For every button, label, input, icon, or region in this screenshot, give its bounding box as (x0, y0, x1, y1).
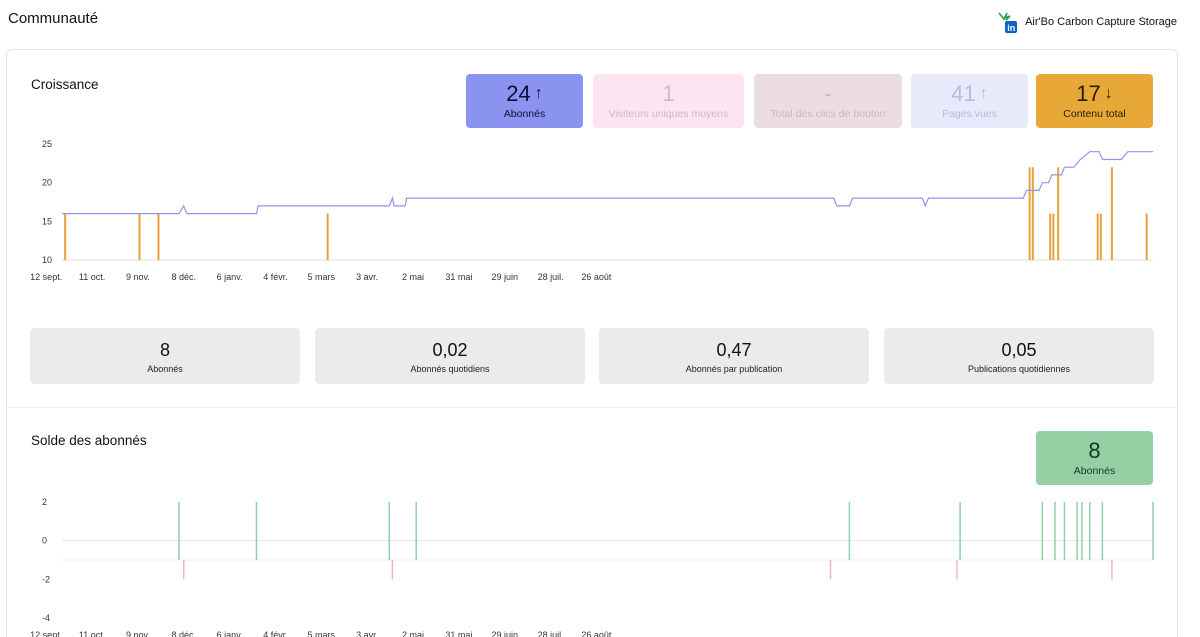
kpi-unique-visitors[interactable]: 1 Visiteurs uniques moyens (593, 74, 744, 128)
x-tick-label: 12 sept. (30, 630, 62, 637)
metric-followers: 8 Abonnés (30, 328, 300, 384)
y-tick-label: 20 (42, 178, 52, 188)
balance-chart[interactable]: 2 0 -2 -4 12 sept. 11 oct. 9 nov. 8 déc. 6 janv.… (7, 488, 1177, 637)
x-tick-label: 2 mai (402, 630, 424, 637)
arrow-up-icon: ↑ (534, 85, 543, 102)
x-tick-label: 28 juil. (538, 630, 564, 637)
y-tick-label: 15 (42, 216, 52, 226)
balance-title: Solde des abonnés (31, 433, 147, 448)
x-tick-label: 26 août (581, 272, 612, 282)
x-tick-label: 8 déc. (171, 630, 196, 637)
x-tick-label: 31 mai (445, 630, 472, 637)
community-card: Croissance 24 ↑ Abonnés 1 Visiteurs uniqu… (6, 49, 1178, 637)
x-tick-label: 4 févr. (263, 272, 288, 282)
metric-daily-followers: 0,02 Abonnés quotidiens (315, 328, 585, 384)
kpi-page-views[interactable]: 41 ↑ Pages vues (911, 74, 1028, 128)
kpi-followers[interactable]: 24 ↑ Abonnés (466, 74, 583, 128)
y-tick-label: 2 (42, 497, 47, 507)
y-tick-label: 25 (42, 139, 52, 149)
y-tick-label: -2 (42, 574, 50, 584)
x-tick-label: 12 sept. (30, 272, 62, 282)
x-tick-label: 3 avr. (356, 630, 378, 637)
y-tick-label: -4 (42, 613, 50, 623)
x-tick-label: 6 janv. (217, 272, 243, 282)
x-tick-label: 29 juin (491, 272, 518, 282)
x-tick-label: 5 mars (308, 630, 336, 637)
x-tick-label: 26 août (581, 630, 612, 637)
x-tick-label: 8 déc. (171, 272, 196, 282)
kpi-total-content[interactable]: 17 ↓ Contenu total (1036, 74, 1153, 128)
section-divider (7, 407, 1177, 408)
y-tick-label: 10 (42, 255, 52, 265)
x-tick-label: 3 avr. (356, 272, 378, 282)
svg-text:in: in (1007, 23, 1015, 33)
page-title: Communauté (8, 10, 99, 27)
x-tick-label: 5 mars (308, 272, 336, 282)
metric-daily-posts: 0,05 Publications quotidiennes (884, 328, 1154, 384)
x-tick-label: 9 nov. (126, 272, 150, 282)
metric-followers-per-post: 0,47 Abonnés par publication (599, 328, 869, 384)
kpi-button-clicks[interactable]: - Total des clics de bouton (754, 74, 902, 128)
x-tick-label: 28 juil. (538, 272, 564, 282)
x-tick-label: 4 févr. (263, 630, 288, 637)
brand[interactable]: in Air'Bo Carbon Capture Storage (995, 10, 1177, 34)
growth-title: Croissance (31, 77, 99, 92)
followers-line (62, 151, 1153, 215)
growth-chart[interactable]: 25 20 15 10 12 sept. 11 oct. 9 nov. 8 déc. 6 jan… (7, 130, 1177, 290)
linkedin-icon: in (998, 12, 1018, 33)
x-tick-label: 31 mai (445, 272, 472, 282)
x-tick-label: 29 juin (491, 630, 518, 637)
x-tick-label: 2 mai (402, 272, 424, 282)
x-tick-label: 11 oct. (79, 272, 105, 282)
y-tick-label: 0 (42, 536, 47, 546)
x-tick-label: 6 janv. (217, 630, 243, 637)
x-tick-label: 9 nov. (126, 630, 150, 637)
brand-name: Air'Bo Carbon Capture Storage (1025, 16, 1177, 28)
arrow-up-icon: ↑ (979, 85, 988, 102)
x-tick-label: 11 oct. (79, 630, 105, 637)
arrow-down-icon: ↓ (1104, 85, 1113, 102)
kpi-balance-followers[interactable]: 8 Abonnés (1036, 431, 1153, 485)
